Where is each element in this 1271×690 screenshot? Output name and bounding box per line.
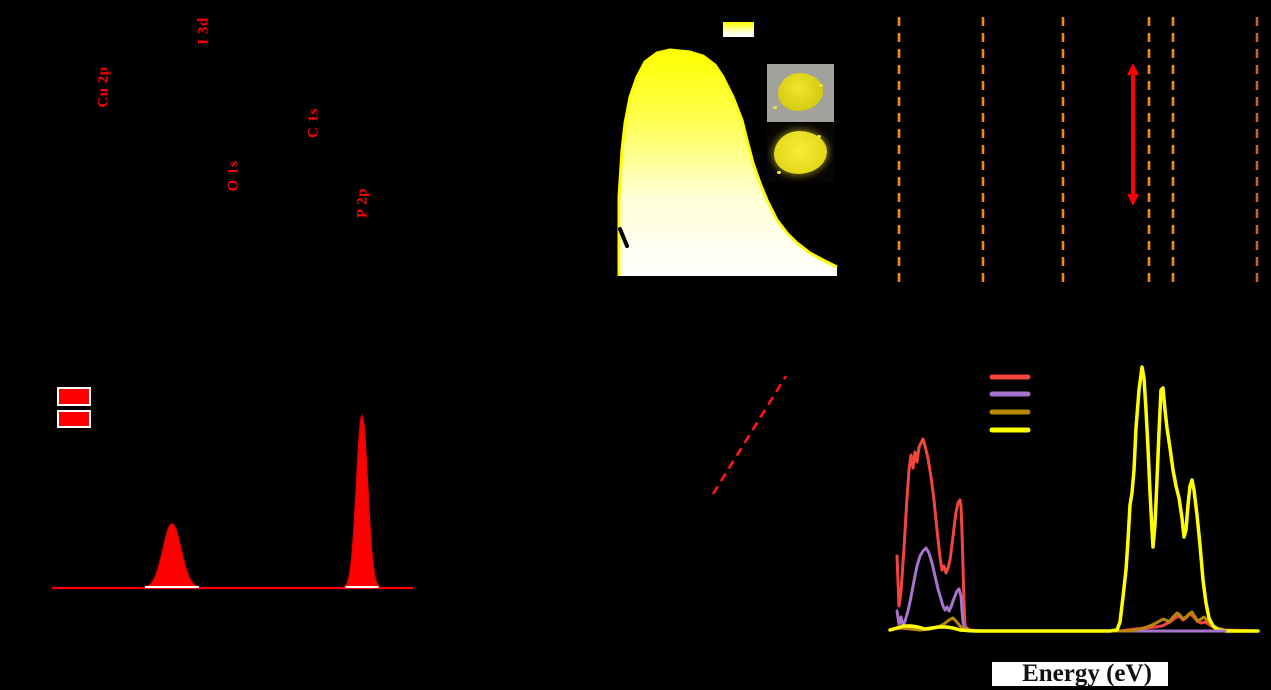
black-tick-mark xyxy=(618,227,629,248)
series-purple xyxy=(895,546,1260,633)
emission-legend-swatch xyxy=(723,22,754,37)
inset-photo-powder-daylight xyxy=(767,64,834,122)
bandgap-dashed-line xyxy=(711,375,788,495)
dos-panel xyxy=(888,365,1260,633)
emission-area xyxy=(619,50,837,276)
dashed-planes-panel xyxy=(897,17,1259,285)
xps-peak-label-o1s: O 1s xyxy=(225,160,242,192)
emission-spectrum-panel xyxy=(617,22,838,276)
powder-speck xyxy=(773,106,777,109)
pl-excitation-emission-panel xyxy=(52,387,413,590)
xps-peak-label-i3d: I 3d xyxy=(195,17,212,45)
powder-speck xyxy=(777,171,781,174)
pl-peak xyxy=(339,413,385,589)
powder-pile xyxy=(774,131,827,174)
tauc-extrapolation-panel xyxy=(711,375,788,495)
pl-peak xyxy=(136,523,208,589)
x-axis-label: Energy (eV) xyxy=(992,660,1168,687)
xps-peak-label-c1s: C 1s xyxy=(305,108,322,138)
powder-speck xyxy=(819,84,823,87)
inset-photo-powder-uv xyxy=(767,123,834,182)
xps-peak-label-cu2p: Cu 2p xyxy=(95,66,112,108)
emission-outline xyxy=(617,48,838,276)
arrow-head-up xyxy=(1127,63,1139,75)
arrow-head-down xyxy=(1127,194,1139,206)
powder-pile xyxy=(778,73,823,111)
series-yellow xyxy=(888,365,1260,633)
pl-legend-swatch xyxy=(57,410,91,428)
xps-peak-label-p2p: P 2p xyxy=(354,188,371,218)
pl-legend-swatch xyxy=(57,387,91,406)
series-goldenrod xyxy=(888,610,1260,633)
powder-speck xyxy=(817,135,821,138)
